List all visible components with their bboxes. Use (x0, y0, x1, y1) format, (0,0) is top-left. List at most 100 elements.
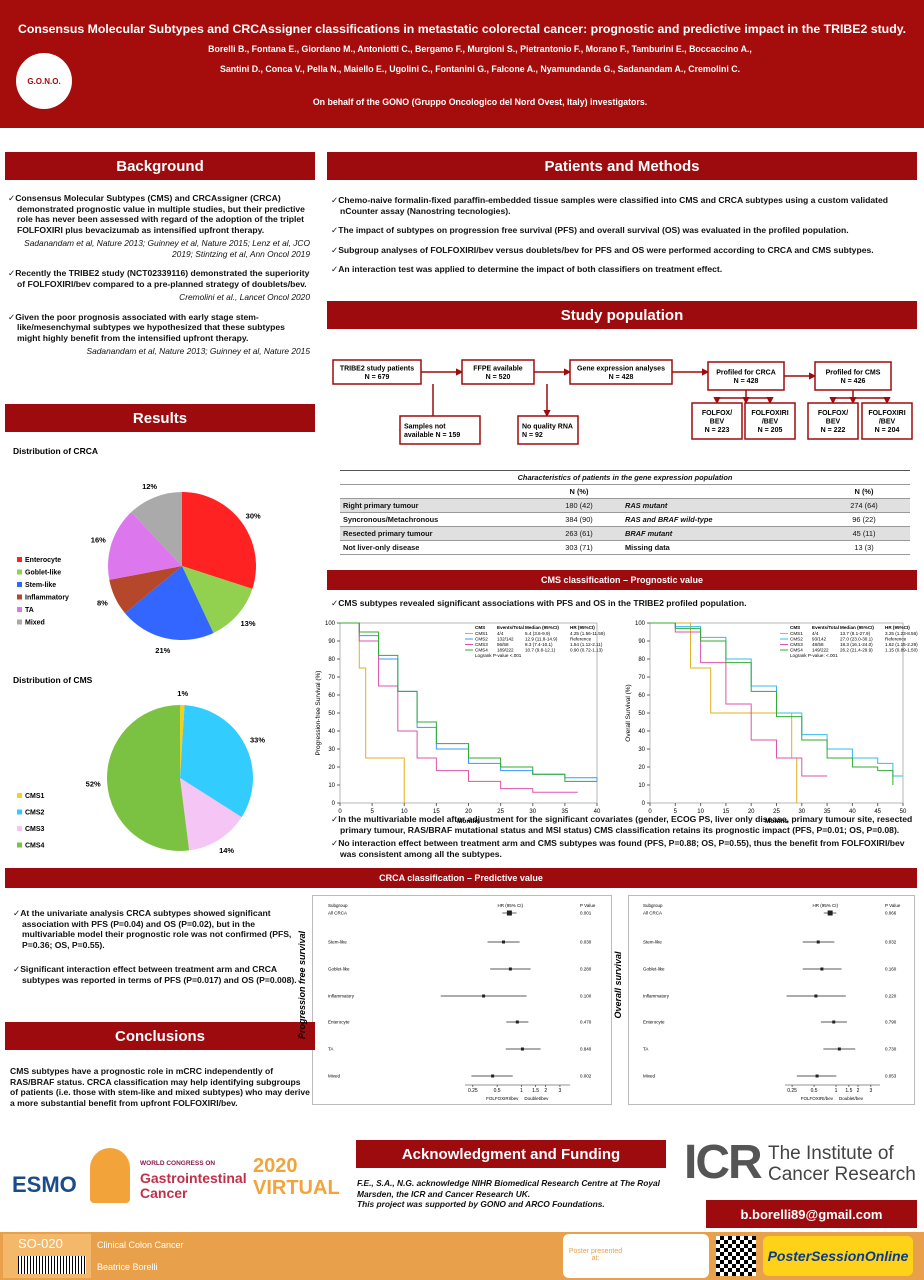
flow-label: Profiled for CMS (826, 369, 881, 376)
email: b.borelli89@gmail.com (706, 1200, 917, 1228)
pso-logo: PosterSessionOnline (763, 1236, 913, 1276)
legend-cell: 93/142 (812, 637, 826, 642)
subgroup: All CRCA (643, 911, 662, 916)
x-tick-label: 25 (773, 809, 780, 815)
x-tick-label: 0.25 (468, 1088, 478, 1094)
legend-label: CMS3 (25, 826, 45, 833)
flow-box (807, 402, 859, 440)
legend-cell: 5.4 (3.6-9.9) (525, 631, 550, 636)
presented-box (563, 1234, 709, 1278)
pie-label: 14% (219, 846, 234, 855)
legend-cell: 10.7 (9.8-12.1) (525, 648, 556, 653)
arrow-label: FOLFOXIRI/bev (486, 1096, 519, 1101)
crca-text: At the univariate analysis CRCA subtypes… (12, 908, 302, 988)
cms-text: CMS subtypes revealed significant associ… (330, 598, 910, 612)
legend-cell: CMS2 (475, 637, 488, 642)
legend-swatch (17, 582, 22, 587)
bullet: An interaction test was applied to deter… (338, 264, 910, 275)
icr-logo: ICR (684, 1136, 763, 1189)
legend-cell: 4.25 (1.56-11.59) (570, 631, 605, 636)
col-header: N (%) (536, 484, 622, 499)
bullet: At the univariate analysis CRCA subtypes… (20, 908, 302, 950)
y-tick-label: 90 (638, 639, 645, 645)
legend-cell: CMS4 (790, 648, 803, 653)
y-tick-label: 20 (638, 765, 645, 771)
hr-point (515, 1020, 519, 1024)
legend-swatch (17, 607, 22, 612)
x-tick-label: 40 (594, 809, 601, 815)
y-tick-label: 40 (328, 729, 335, 735)
methods-text: Chemo-naive formalin-fixed paraffin-embe… (330, 195, 910, 278)
flow-label: FOLFOX/ (818, 410, 848, 417)
legend-label: CMS4 (25, 843, 45, 850)
flow-box (861, 402, 913, 440)
pie-slice (124, 566, 214, 641)
icr-line: The Institute of (768, 1143, 894, 1164)
flow-label: N = 92 (522, 432, 543, 439)
x-tick-label: 45 (874, 809, 881, 815)
flow-label: N = 426 (841, 378, 866, 385)
pie-slice (180, 705, 185, 778)
qr-code (716, 1236, 756, 1276)
cell: 263 (61) (536, 526, 622, 541)
hr-point (508, 967, 512, 971)
subgroup: Goblet-like (328, 967, 350, 972)
x-tick-label: 10 (697, 809, 704, 815)
pie-label: 8% (97, 599, 108, 608)
x-axis-label: Months (457, 818, 480, 825)
y-tick-label: 60 (638, 693, 645, 699)
y-tick-label: 70 (328, 675, 335, 681)
arrow-label: Doublet/bev (524, 1096, 549, 1101)
cell: 384 (90) (536, 512, 622, 527)
x-tick-label: 5 (370, 809, 374, 815)
section-heading: CMS classification – Prognostic value (327, 570, 917, 590)
hr-point (506, 910, 512, 916)
flow-box (744, 402, 796, 440)
legend-cell: CMS3 (475, 642, 488, 647)
congress-virtual: VIRTUAL (253, 1177, 340, 1199)
cell: Not liver-only disease (340, 540, 536, 555)
y-tick-label: 60 (328, 693, 335, 699)
pie-label: 52% (86, 779, 101, 788)
presented-text: Poster presented at: (568, 1248, 623, 1262)
flow-label: /BEV (879, 419, 896, 426)
flow-label: BEV (826, 419, 841, 426)
characteristics-table: Characteristics of patients in the gene … (340, 470, 910, 555)
hr-point (814, 994, 818, 998)
legend-header: HR (95%CI) (885, 625, 910, 630)
pie-slice (180, 705, 253, 818)
subgroup: Inflammatory (643, 994, 670, 999)
x-tick-label: 1 (520, 1088, 523, 1094)
subgroup: Enterocyte (643, 1020, 665, 1025)
km-curve (650, 622, 798, 803)
logrank: Logrank P-value: <.001 (790, 653, 838, 658)
x-tick-label: 2 (857, 1088, 860, 1094)
legend-label: Stem-like (25, 582, 56, 589)
forest-header: HR (95% CI) (498, 903, 524, 908)
legend-header: Median (95%CI) (840, 625, 874, 630)
legend-cell: 1.15 (0.89-1.50) (885, 648, 918, 653)
pie-label: 21% (155, 646, 170, 655)
y-tick-label: 10 (638, 783, 645, 789)
y-axis-label: Progression-free Survival (%) (315, 671, 322, 756)
km-curve (650, 622, 828, 777)
x-tick-label: 25 (497, 809, 504, 815)
flow-label: N = 679 (365, 374, 390, 381)
icr-name: The Institute of Cancer Research (768, 1143, 916, 1185)
x-tick-label: 0.5 (494, 1088, 501, 1094)
chart-title: Distribution of CRCA (13, 446, 98, 456)
legend-label: TA (25, 607, 34, 614)
conclusions-text: CMS subtypes have a prognostic role in m… (10, 1066, 310, 1108)
pie-label: 13% (241, 619, 256, 628)
p-value: 0.100 (580, 994, 592, 999)
x-tick-label: 2 (544, 1088, 547, 1094)
barcode (18, 1256, 86, 1274)
cell: BRAF mutant (622, 526, 818, 541)
subgroup: Mixed (328, 1074, 341, 1079)
flow-label: N = 520 (486, 374, 511, 381)
reference: Sadanandam et al, Nature 2013; Guinney e… (24, 238, 310, 259)
cell: Right primary tumour (340, 498, 536, 513)
legend-cell: 1.62 (1.15-2.29) (885, 642, 918, 647)
forest-header: HR (95% CI) (813, 903, 839, 908)
legend-cell: CMS1 (790, 631, 803, 636)
